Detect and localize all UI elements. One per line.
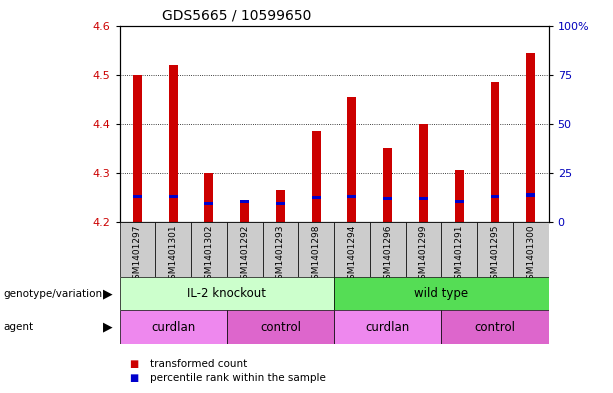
Text: curdlan: curdlan [365, 321, 410, 334]
Bar [169, 65, 178, 222]
Text: GSM1401293: GSM1401293 [276, 225, 285, 285]
Bar [334, 310, 441, 344]
Bar [169, 195, 178, 198]
Text: ▶: ▶ [102, 321, 112, 334]
Bar [312, 131, 321, 222]
Bar [205, 202, 213, 205]
Bar [227, 310, 334, 344]
Bar [490, 195, 500, 198]
Bar [334, 222, 370, 277]
Text: GSM1401297: GSM1401297 [133, 225, 142, 285]
Bar [527, 53, 535, 222]
Text: percentile rank within the sample: percentile rank within the sample [150, 373, 326, 383]
Text: GSM1401295: GSM1401295 [490, 225, 500, 285]
Bar [120, 277, 334, 310]
Text: GSM1401302: GSM1401302 [204, 225, 213, 285]
Bar [240, 200, 249, 222]
Bar [348, 195, 356, 198]
Text: GSM1401292: GSM1401292 [240, 225, 249, 285]
Bar [441, 222, 477, 277]
Bar [383, 149, 392, 222]
Bar [120, 310, 227, 344]
Text: control: control [260, 321, 301, 334]
Text: curdlan: curdlan [151, 321, 196, 334]
Text: GSM1401291: GSM1401291 [455, 225, 464, 285]
Bar [120, 222, 155, 277]
Bar [348, 97, 356, 222]
Bar [455, 200, 463, 203]
Bar [334, 277, 549, 310]
Text: transformed count: transformed count [150, 358, 248, 369]
Bar [227, 222, 262, 277]
Bar [276, 190, 285, 222]
Bar [383, 197, 392, 200]
Bar [240, 200, 249, 203]
Bar [477, 222, 513, 277]
Text: wild type: wild type [414, 287, 468, 300]
Bar [490, 82, 500, 222]
Bar [133, 75, 142, 222]
Bar [419, 124, 428, 222]
Text: ■: ■ [129, 373, 138, 383]
Bar [155, 222, 191, 277]
Text: GSM1401299: GSM1401299 [419, 225, 428, 285]
Text: GSM1401300: GSM1401300 [526, 225, 535, 285]
Bar [205, 173, 213, 222]
Text: GSM1401298: GSM1401298 [311, 225, 321, 285]
Text: GSM1401294: GSM1401294 [348, 225, 357, 285]
Bar [406, 222, 441, 277]
Bar [455, 171, 463, 222]
Text: control: control [474, 321, 516, 334]
Bar [191, 222, 227, 277]
Text: GDS5665 / 10599650: GDS5665 / 10599650 [162, 9, 312, 23]
Text: ■: ■ [129, 358, 138, 369]
Bar [262, 222, 299, 277]
Text: agent: agent [3, 322, 33, 332]
Bar [441, 310, 549, 344]
Bar [276, 202, 285, 205]
Text: ▶: ▶ [102, 287, 112, 301]
Bar [527, 193, 535, 197]
Text: GSM1401301: GSM1401301 [169, 225, 178, 285]
Bar [370, 222, 406, 277]
Bar [419, 197, 428, 200]
Text: GSM1401296: GSM1401296 [383, 225, 392, 285]
Text: IL-2 knockout: IL-2 knockout [188, 287, 266, 300]
Text: genotype/variation: genotype/variation [3, 289, 102, 299]
Bar [312, 196, 321, 199]
Bar [299, 222, 334, 277]
Bar [133, 195, 142, 198]
Bar [513, 222, 549, 277]
